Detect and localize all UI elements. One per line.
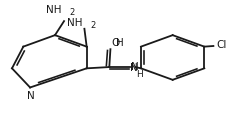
Text: NH: NH [46, 5, 62, 15]
Text: N: N [129, 63, 137, 73]
Text: O: O [111, 38, 119, 48]
Text: H: H [135, 70, 142, 79]
Text: 2: 2 [90, 21, 95, 30]
Text: 2: 2 [69, 8, 75, 17]
Text: NH: NH [66, 18, 82, 28]
Text: H: H [116, 38, 123, 48]
Text: Cl: Cl [216, 40, 226, 50]
Text: N: N [27, 91, 35, 101]
Text: N: N [130, 62, 138, 72]
